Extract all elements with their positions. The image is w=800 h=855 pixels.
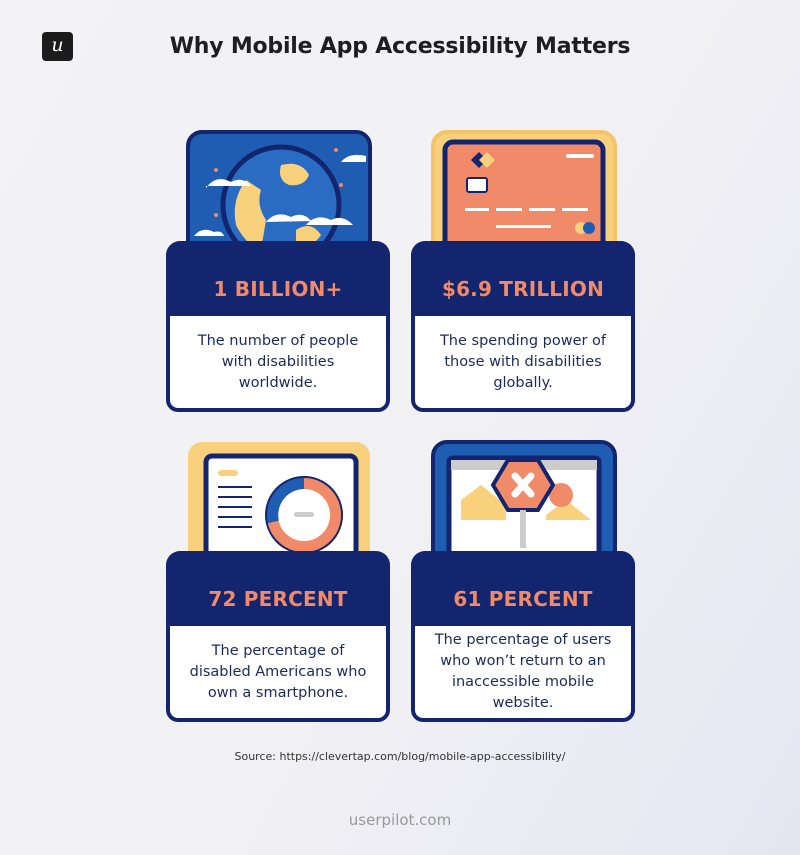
globe-icon (186, 130, 372, 270)
footer-brand: userpilot.com (348, 811, 452, 829)
stat-description-box: The number of people with disabilities w… (166, 316, 390, 412)
stat-card-billion: 1 BILLION+ The number of people with dis… (166, 130, 390, 412)
stat-description-box: The percentage of disabled Americans who… (166, 626, 390, 722)
stat-header: 61 PERCENT (411, 551, 635, 632)
blocked-website-icon (431, 440, 617, 580)
stat-value: 72 PERCENT (208, 586, 348, 611)
credit-card-icon (431, 130, 617, 270)
stat-value: $6.9 TRILLION (441, 276, 605, 301)
stat-value: 1 BILLION+ (213, 276, 343, 301)
userpilot-logo: u (42, 32, 73, 61)
stat-description: The number of people with disabilities w… (197, 332, 359, 391)
stat-card-trillion: $6.9 TRILLION The spending power of thos… (411, 130, 635, 412)
stat-card-72-percent: 72 PERCENT The percentage of disabled Am… (166, 440, 390, 722)
stat-description: The percentage of disabled Americans who… (189, 642, 367, 701)
stat-card-61-percent: 61 PERCENT The percentage of users who w… (411, 440, 635, 722)
stat-description: The percentage of users who won’t return… (434, 632, 612, 711)
stat-header: 72 PERCENT (166, 551, 390, 632)
stat-description-box: The spending power of those with disabil… (411, 316, 635, 412)
stat-header: 1 BILLION+ (166, 241, 390, 322)
stat-value: 61 PERCENT (453, 586, 593, 611)
stat-description-box: The percentage of users who won’t return… (411, 626, 635, 722)
stat-header: $6.9 TRILLION (411, 241, 635, 322)
stat-description: The spending power of those with disabil… (439, 332, 607, 391)
page-title: Why Mobile App Accessibility Matters (169, 34, 631, 59)
source-citation: Source: https://clevertap.com/blog/mobil… (234, 750, 566, 763)
donut-chart-screen-icon (188, 442, 370, 580)
